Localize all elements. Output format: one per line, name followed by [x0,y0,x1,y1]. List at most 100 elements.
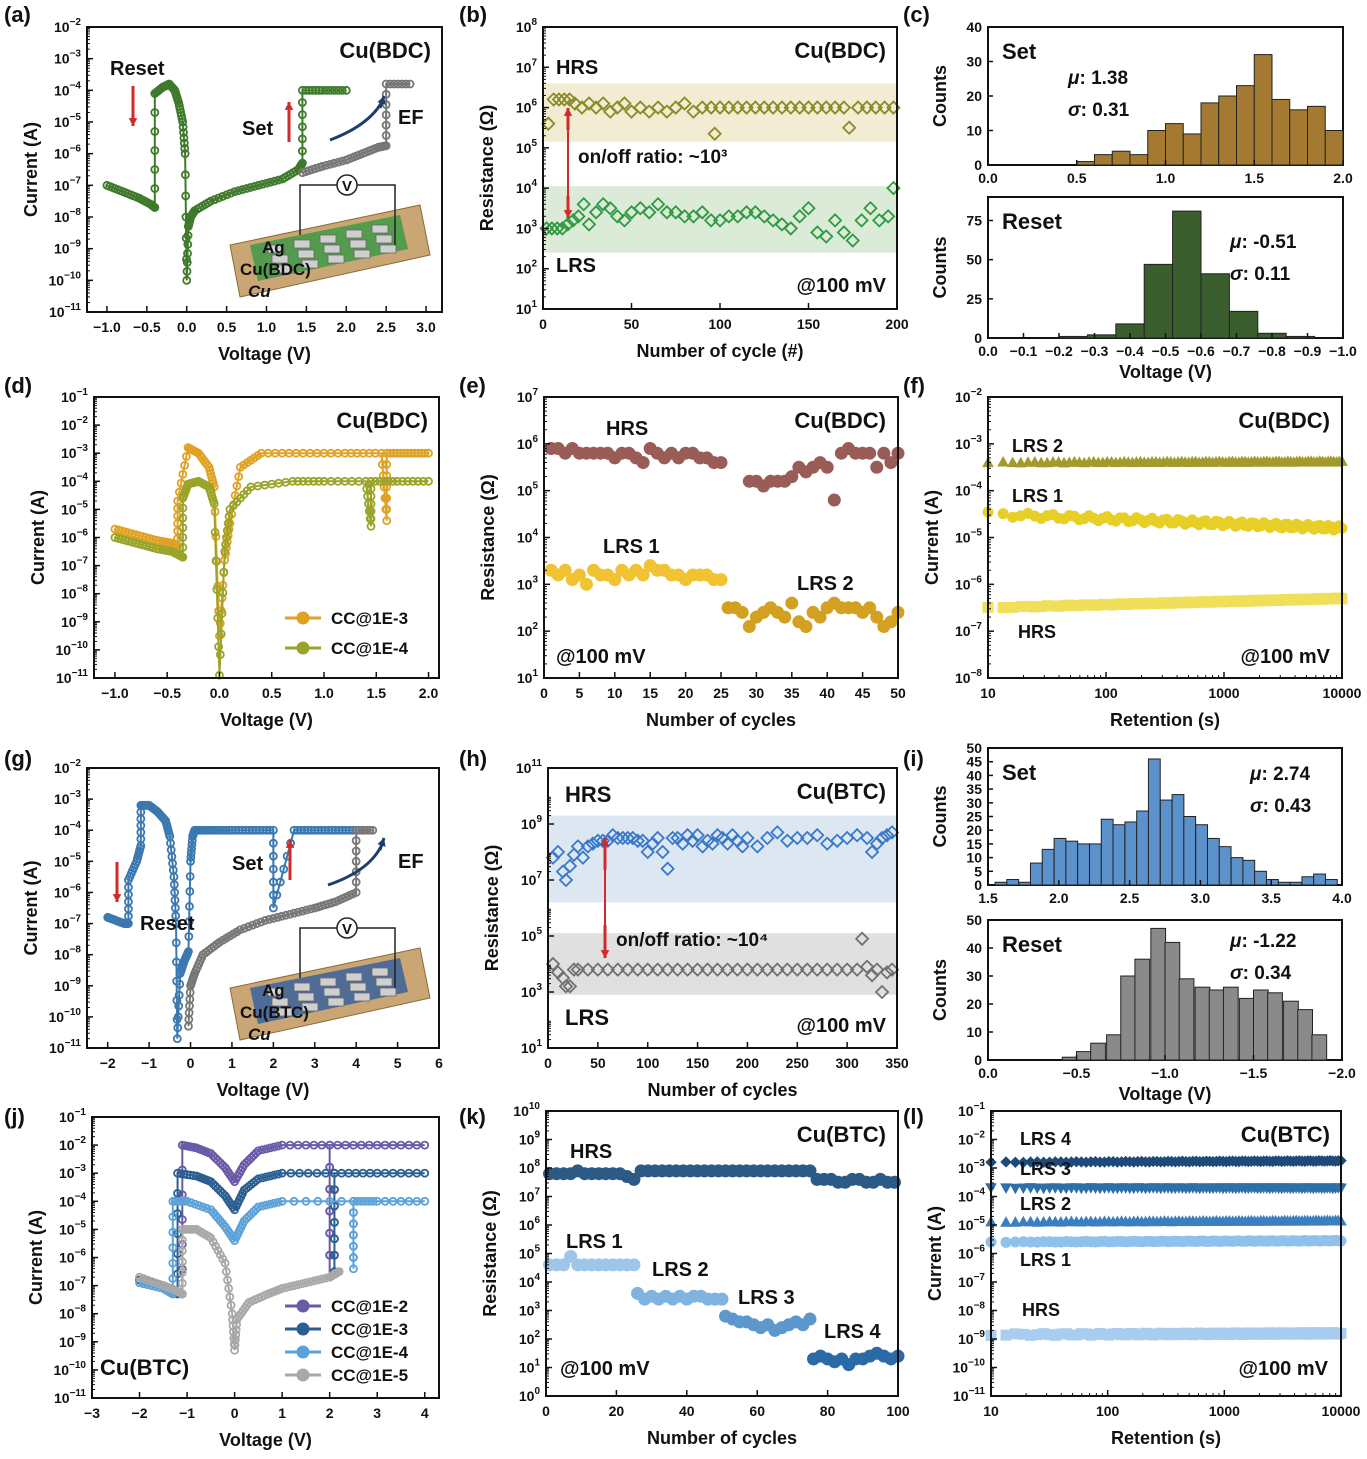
panel-a: (a) 10−11 10−10 10−9 10−8 10−7 10−6 10−5 10−4 10−… [4,2,443,364]
data-point [404,1168,414,1178]
data-point [356,1196,366,1206]
data-point [700,962,715,977]
data-point [244,922,253,932]
y-tick-label: 102 [519,1329,541,1347]
data-point [349,1219,358,1229]
data-point [352,448,362,458]
electrode-icon [301,1002,319,1012]
data-point [224,1284,234,1293]
data-point [168,1243,178,1253]
data-point [314,476,324,486]
y-tick-label: 20 [966,822,982,838]
data-point [210,825,220,835]
data-point [579,577,593,591]
histogram-bar [1129,154,1149,166]
data-point [645,836,660,851]
data-point [799,619,813,633]
x-tick-label: 350 [885,1055,909,1071]
x-tick-label: 10 [607,685,623,701]
data-point [265,1171,275,1181]
data-point [333,1140,342,1150]
data-point [293,476,303,486]
x-tick-label: 0.5 [262,685,282,701]
x-axis-label: Voltage (V) [1119,362,1212,382]
data-point [636,568,650,582]
x-tick-label: 2.0 [419,685,439,701]
histogram-bar [1053,837,1067,886]
data-point [309,1140,319,1150]
data-point [420,1196,430,1206]
panel-c: (c) 0 10 20 30 40 0.0 0.5 1.0 1.5 2.0 Counts Set μ: 1… [903,2,1357,382]
electrode-icon [353,249,371,259]
shaded-band [543,186,897,253]
y-tick-label: 10−4 [54,80,81,98]
x-tick-label: 2.0 [1333,170,1353,186]
sigma-label: σ: 0.11 [1230,264,1291,285]
data-point [178,469,188,479]
histogram-bar [1230,857,1244,886]
x-tick-label: −2 [132,1405,148,1421]
data-point [289,908,299,918]
y-tick-label: 10−3 [958,1158,985,1176]
x-tick-label: 30 [749,685,765,701]
chart-title: Cu(BDC) [794,38,886,63]
data-point [352,1196,362,1206]
histogram-bar [1147,130,1166,166]
legend-label: CC@1E-3 [331,1320,408,1339]
data-point [650,830,665,846]
data-point [330,1217,339,1227]
data-point [877,446,891,460]
data-point [210,195,220,204]
data-point [235,925,245,935]
data-point [562,858,578,874]
x-tick-label: 20 [678,685,694,701]
x-tick-label: 80 [820,1403,836,1419]
histogram-bar [1254,870,1267,886]
x-axis-label: Voltage (V) [218,344,311,364]
histogram-bar [1218,95,1237,166]
panel-b: (b) 101 102 103 104 105 106 107 108 Resistance (Ω… [459,2,909,361]
data-point [150,127,160,136]
data-point [1000,1236,1012,1248]
data-point [265,1143,275,1153]
data-point [388,476,398,486]
data-point [1017,1183,1030,1195]
data-point [295,1168,304,1178]
x-axis-label: Number of cycles [646,710,796,730]
y-tick-label: 10−7 [54,175,81,193]
data-point [182,1196,192,1206]
data-point [803,1164,817,1178]
data-point [211,1181,220,1191]
data-point [246,183,255,192]
x-tick-label: 2.5 [376,319,396,335]
data-point [302,905,311,915]
y-tick-label: 50 [966,740,982,756]
data-point [564,1249,578,1263]
data-point [208,1179,218,1189]
data-point [301,1278,311,1288]
data-point [173,1188,182,1198]
y-tick-label: 101 [521,1038,543,1056]
histogram-bar [1029,862,1043,886]
data-point [230,1340,240,1350]
histogram-bar [1100,818,1114,886]
x-axis-label: Retention (s) [1110,710,1220,730]
plot-frame [547,767,898,1049]
y-tick-label: 10−2 [59,1135,86,1153]
y-tick-label: 106 [519,1215,541,1233]
data-point [272,890,282,900]
data-point [590,962,606,977]
data-point [714,573,728,587]
y-tick-label: 107 [521,870,543,888]
y-tick-label: 15 [966,836,982,852]
histogram-bar [1094,154,1113,166]
data-point [231,1330,241,1340]
data-point [707,126,722,142]
x-tick-label: 45 [855,685,871,701]
annotation-lrs: LRS [565,1005,609,1030]
x-tick-label: 50 [590,1055,606,1071]
data-point [349,1264,358,1274]
x-tick-label: −3 [84,1405,100,1421]
histogram-bar [1301,876,1315,886]
histogram-bar [1041,848,1055,886]
